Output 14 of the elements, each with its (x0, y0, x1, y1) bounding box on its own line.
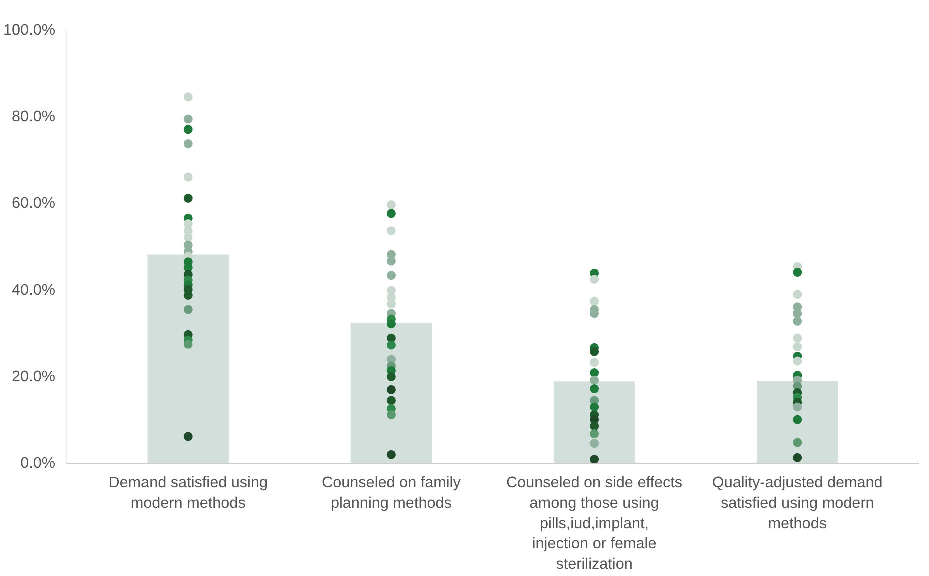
y-tick-label: 80.0% (12, 108, 56, 126)
bar (350, 323, 432, 464)
bar (554, 382, 636, 464)
bar (757, 381, 838, 464)
y-tick-label: 20.0% (12, 368, 56, 386)
y-tick-label: 0.0% (20, 455, 56, 472)
x-tick-label: Quality-adjusted demand satisfied using modern methods (712, 474, 883, 532)
bar (148, 254, 229, 464)
y-tick-label: 40.0% (12, 282, 56, 299)
y-tick-label: 100.0% (4, 22, 56, 39)
x-tick-label: Counseled on family planning methods (322, 474, 462, 512)
x-tick-label: Demand satisfied using modern methods (108, 474, 268, 512)
y-tick-label: 60.0% (12, 195, 56, 212)
x-tick-label: Counseled on side effects among those using pills,iud,implant, injection or female sterilization (506, 474, 683, 574)
